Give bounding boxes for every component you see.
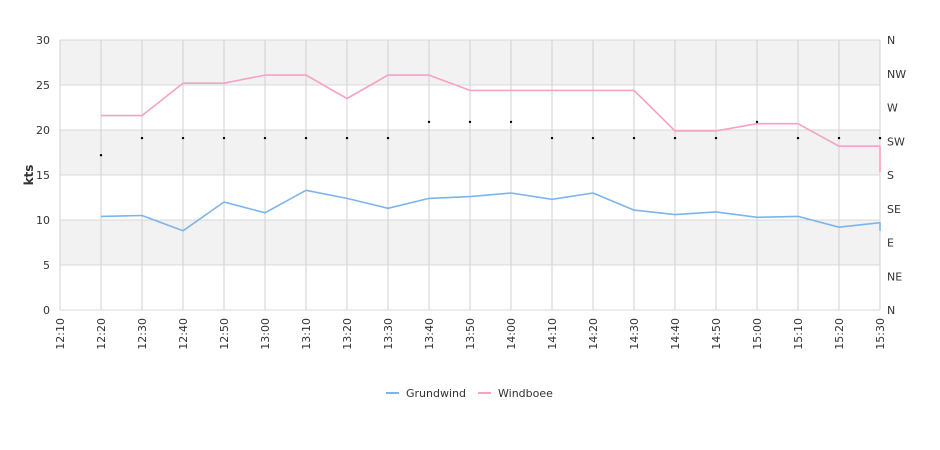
direction-point xyxy=(386,136,390,140)
x-tick-label: 13:00 xyxy=(259,318,272,350)
direction-point xyxy=(509,120,513,124)
x-tick-label: 15:10 xyxy=(792,318,805,350)
direction-point xyxy=(837,136,841,140)
x-tick-label: 14:30 xyxy=(628,318,641,350)
direction-point xyxy=(263,136,267,140)
x-tick-label: 12:20 xyxy=(95,318,108,350)
direction-point xyxy=(345,136,349,140)
direction-point xyxy=(591,136,595,140)
direction-tick-label: N xyxy=(887,34,895,47)
x-axis: 12:10 12:20 12:30 12:40 12:50 13:00 13:10 13:20… xyxy=(54,318,887,350)
direction-tick-label: S xyxy=(887,169,894,182)
direction-tick-label: NE xyxy=(887,270,902,283)
x-tick-label: 13:30 xyxy=(382,318,395,350)
direction-tick-label: N xyxy=(887,304,895,317)
y-tick-label: 20 xyxy=(36,124,50,137)
x-tick-label: 12:50 xyxy=(218,318,231,350)
x-tick-label: 13:50 xyxy=(464,318,477,350)
x-tick-label: 14:40 xyxy=(669,318,682,350)
y-axis: 0 5 10 15 20 25 30 kts xyxy=(22,34,50,317)
y-tick-label: 15 xyxy=(36,169,50,182)
direction-point xyxy=(181,136,185,140)
x-tick-label: 15:00 xyxy=(751,318,764,350)
y-tick-label: 10 xyxy=(36,214,50,227)
x-tick-label: 13:20 xyxy=(341,318,354,350)
x-tick-label: 12:30 xyxy=(136,318,149,350)
direction-point xyxy=(99,154,103,157)
direction-point xyxy=(632,136,636,140)
direction-point xyxy=(140,136,144,140)
x-tick-label: 15:30 xyxy=(874,318,887,350)
direction-point xyxy=(878,136,882,140)
direction-point xyxy=(796,136,800,140)
direction-point xyxy=(714,136,718,140)
x-tick-label: 13:40 xyxy=(423,318,436,350)
x-tick-label: 13:10 xyxy=(300,318,313,350)
x-tick-label: 12:40 xyxy=(177,318,190,350)
x-tick-label: 15:20 xyxy=(833,318,846,350)
direction-tick-label: SE xyxy=(887,203,901,216)
legend-label: Windboee xyxy=(498,387,553,400)
y-tick-label: 30 xyxy=(36,34,50,47)
direction-point xyxy=(427,120,431,124)
x-tick-label: 12:10 xyxy=(54,318,67,350)
series-layer xyxy=(99,74,882,232)
horizontal-grid xyxy=(60,39,880,311)
legend: Grundwind Windboee xyxy=(386,387,553,400)
x-tick-label: 14:50 xyxy=(710,318,723,350)
x-tick-label: 14:00 xyxy=(505,318,518,350)
y-axis-title: kts xyxy=(22,165,36,186)
x-tick-label: 14:10 xyxy=(546,318,559,350)
y-tick-label: 25 xyxy=(36,79,50,92)
x-tick-label: 14:20 xyxy=(587,318,600,350)
direction-axis: N NE E SE S SW W NW N xyxy=(887,34,906,317)
legend-label: Grundwind xyxy=(406,387,466,400)
y-tick-label: 0 xyxy=(43,304,50,317)
direction-point xyxy=(468,120,472,124)
direction-point xyxy=(673,136,677,140)
direction-tick-label: SW xyxy=(887,135,905,148)
direction-tick-label: NW xyxy=(887,68,906,81)
direction-tick-label: W xyxy=(887,102,898,115)
series-line-grundwind xyxy=(100,189,881,232)
series-line-windboee xyxy=(101,74,881,173)
direction-point xyxy=(755,120,759,124)
y-tick-label: 5 xyxy=(43,259,50,272)
direction-tick-label: E xyxy=(887,237,894,250)
direction-point xyxy=(304,136,308,140)
direction-point xyxy=(222,136,226,140)
direction-point xyxy=(550,136,554,140)
